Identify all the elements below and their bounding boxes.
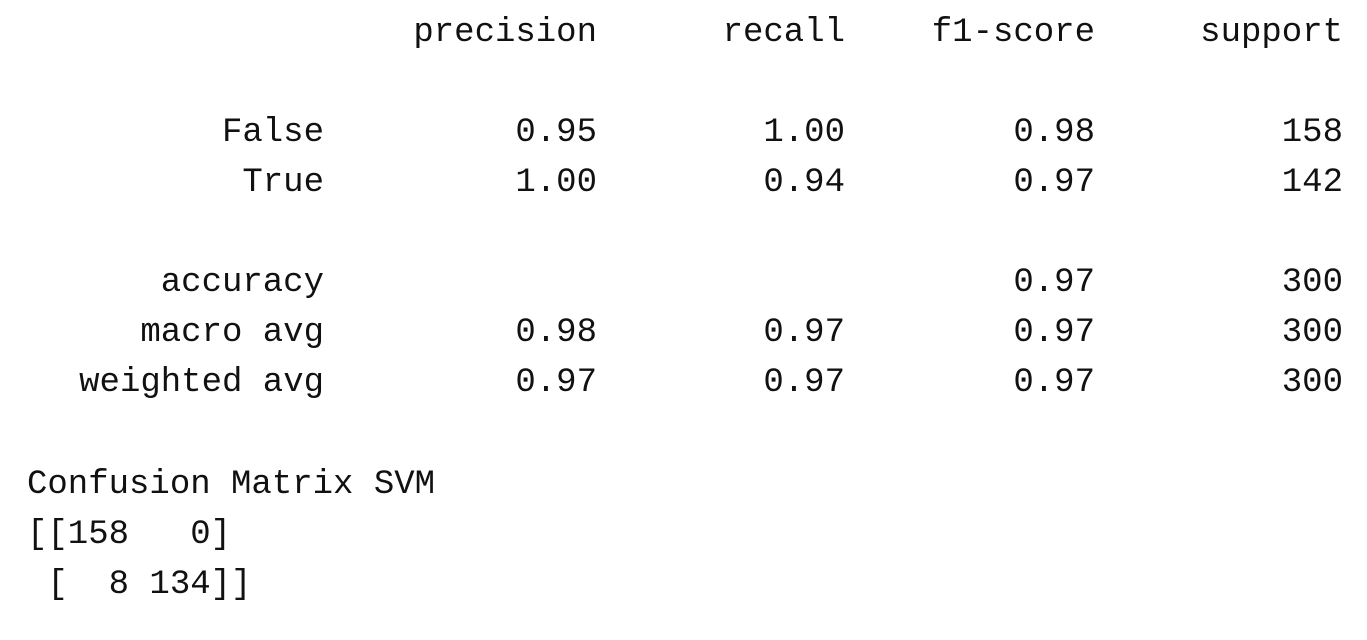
confusion-matrix-title: Confusion Matrix SVM <box>27 466 436 504</box>
support-value: 300 <box>1281 264 1343 302</box>
row-label: macro avg <box>140 314 324 352</box>
header-support: support <box>1200 14 1343 52</box>
recall-value: 1.00 <box>763 114 845 152</box>
f1-score-value: 0.97 <box>1013 314 1095 352</box>
row-label: weighted avg <box>79 364 324 402</box>
recall-value: 0.97 <box>763 364 845 402</box>
report-row-weighted-avg: weighted avg 0.97 0.97 0.97 300 <box>0 358 1367 408</box>
header-precision: precision <box>413 14 597 52</box>
recall-value: 0.94 <box>763 164 845 202</box>
f1-score-value: 0.97 <box>1013 164 1095 202</box>
row-label: False <box>221 114 324 152</box>
f1-score-value: 0.97 <box>1013 264 1095 302</box>
precision-value: 0.95 <box>515 114 597 152</box>
confusion-matrix-row-2: [ 8 134]] <box>27 566 252 604</box>
support-value: 142 <box>1281 164 1343 202</box>
report-row-macro-avg: macro avg 0.98 0.97 0.97 300 <box>0 308 1367 358</box>
precision-value: 1.00 <box>515 164 597 202</box>
support-value: 300 <box>1281 314 1343 352</box>
precision-value: 0.97 <box>515 364 597 402</box>
header-f1-score: f1-score <box>931 14 1095 52</box>
support-value: 158 <box>1281 114 1343 152</box>
f1-score-value: 0.98 <box>1013 114 1095 152</box>
report-row-accuracy: accuracy 0.97 300 <box>0 258 1367 308</box>
confusion-matrix-row-1: [[158 0] <box>27 516 232 554</box>
row-label: accuracy <box>160 264 324 302</box>
header-recall: recall <box>722 14 845 52</box>
report-row-false: False 0.95 1.00 0.98 158 <box>0 108 1367 158</box>
report-header-row: precision recall f1-score support <box>0 8 1367 58</box>
f1-score-value: 0.97 <box>1013 364 1095 402</box>
recall-value: 0.97 <box>763 314 845 352</box>
precision-value: 0.98 <box>515 314 597 352</box>
report-row-true: True 1.00 0.94 0.97 142 <box>0 158 1367 208</box>
row-label: True <box>242 164 324 202</box>
support-value: 300 <box>1281 364 1343 402</box>
